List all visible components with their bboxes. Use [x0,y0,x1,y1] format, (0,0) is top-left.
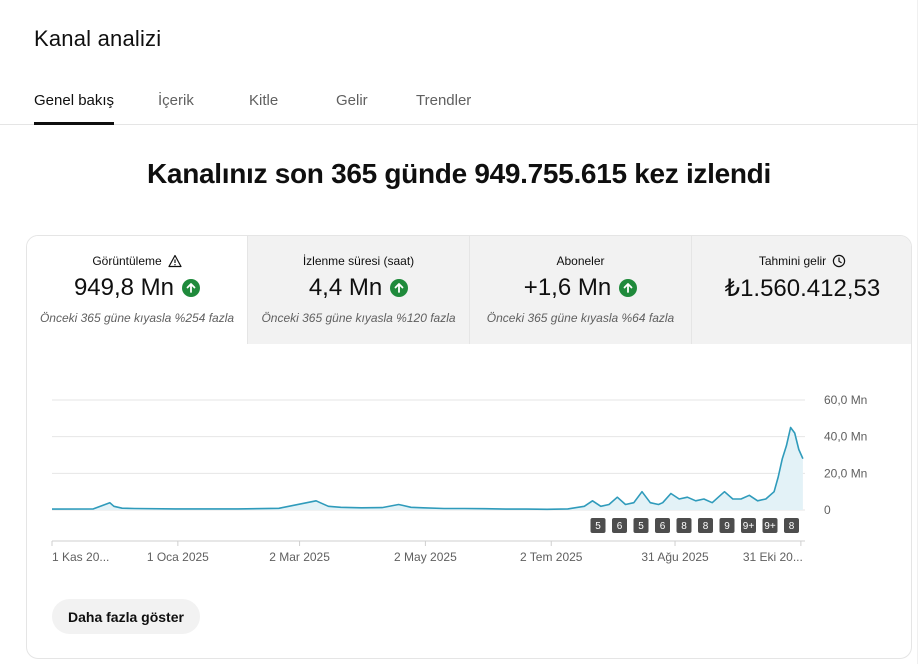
tab-revenue[interactable]: Gelir [336,92,368,109]
series-area [52,427,803,510]
arrow-up-icon [182,279,201,297]
tab-bar: Genel bakış İçerik Kitle Gelir Trendler [0,84,918,125]
warning-icon[interactable] [168,254,182,268]
metric-comparison: Önceki 365 güne kıyasla %120 fazla [261,311,456,325]
x-tick-label: 31 Eki 20... [743,550,803,564]
badge-label: 5 [595,521,601,532]
x-tick-label: 2 May 2025 [394,550,457,564]
badge-label: 8 [703,521,709,532]
x-tick-label: 1 Oca 2025 [147,550,209,564]
series-line[interactable] [51,426,804,511]
badge-label: 9+ [764,521,776,532]
metric-label: İzlenme süresi (saat) [302,254,415,268]
video-count-badge[interactable] [676,518,692,533]
badge-label: 6 [660,521,666,532]
y-tick-label: 40,0 Mn [824,430,867,444]
metric-subscribers[interactable]: Aboneler +1,6 Mn Önceki 365 güne kıyasla… [469,236,691,344]
page-title: Kanal analizi [34,26,162,51]
badge-label: 9+ [743,521,755,532]
badge-label: 6 [617,521,623,532]
show-more-button[interactable]: Daha fazla göster [52,599,200,634]
y-tick-label: 0 [824,503,831,517]
y-tick-label: 20,0 Mn [824,466,867,480]
video-count-badge[interactable] [784,518,799,533]
badge-label: 5 [638,521,644,532]
video-count-badge[interactable] [655,518,670,533]
video-count-badge[interactable] [612,518,627,533]
views-chart: 60,0 Mn 40,0 Mn 20,0 Mn 0 5 6 5 6 8 8 9 9+ 9+ 8 1 Kas … [27,344,911,594]
metric-comparison: Önceki 365 güne kıyasla %64 fazla [486,311,675,325]
tab-overview[interactable]: Genel bakış [34,92,115,125]
video-count-badge[interactable] [590,518,606,533]
badge-label: 8 [789,521,795,532]
metric-label: Tahmini gelir [758,254,827,268]
metric-watch-time[interactable]: İzlenme süresi (saat) 4,4 Mn Önceki 365 … [247,236,469,344]
metric-label: Görüntüleme [92,254,162,268]
arrow-up-icon [390,279,409,297]
video-count-badge[interactable] [698,518,713,533]
x-tick-label: 31 Ağu 2025 [641,550,709,564]
tab-content[interactable]: İçerik [158,92,194,109]
badge-label: 9 [724,521,730,532]
metric-tabs: Görüntüleme 949,8 Mn Önceki 365 güne kıy… [27,236,911,344]
metric-value: 4,4 Mn [308,274,383,301]
metric-value: 949,8 Mn [73,274,175,301]
tab-audience[interactable]: Kitle [249,92,279,109]
metric-label: Aboneler [556,254,605,268]
metric-estimated-revenue[interactable]: Tahmini gelir ₺1.560.412,53 [691,236,911,344]
chart-svg: 60,0 Mn 40,0 Mn 20,0 Mn 0 5 6 5 6 8 8 9 9+ 9+ 8 1 Kas … [51,393,867,564]
x-tick-label: 2 Tem 2025 [520,550,583,564]
metric-value: +1,6 Mn [523,274,612,301]
tab-trends[interactable]: Trendler [416,92,472,109]
video-count-badge[interactable] [741,518,756,533]
video-count-badge[interactable] [762,518,778,533]
x-tick-label: 2 Mar 2025 [269,550,330,564]
badge-label: 8 [681,521,687,532]
x-tick-label: 1 Kas 20... [52,550,109,564]
arrow-up-icon [619,279,638,297]
video-count-badge[interactable] [719,518,735,533]
metric-comparison: Önceki 365 güne kıyasla %254 fazla [39,311,235,325]
analytics-card: Görüntüleme 949,8 Mn Önceki 365 güne kıy… [26,235,912,659]
views-headline: Kanalınız son 365 günde 949.755.615 kez … [147,158,771,189]
video-count-badge[interactable] [633,518,649,533]
y-tick-label: 60,0 Mn [824,393,867,407]
clock-icon[interactable] [832,254,846,268]
metric-views[interactable]: Görüntüleme 949,8 Mn Önceki 365 güne kıy… [27,236,247,344]
metric-value: ₺1.560.412,53 [724,275,881,302]
